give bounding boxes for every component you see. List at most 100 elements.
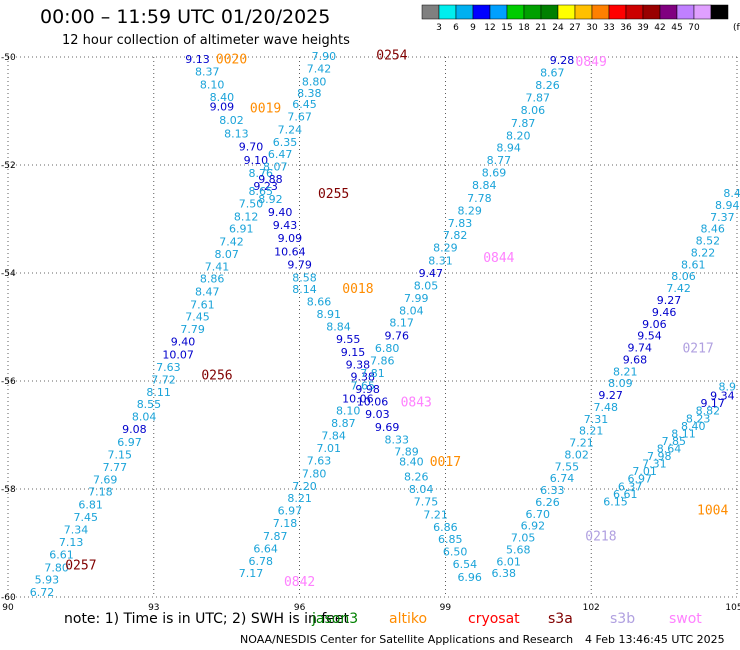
wave-height-label: 9.34 — [710, 390, 735, 403]
wave-height-label: 6.64 — [253, 542, 278, 555]
wave-height-label: 9.03 — [365, 408, 390, 421]
chart-grid — [7, 56, 738, 598]
wave-height-label: 7.84 — [321, 430, 346, 443]
pass-time-label: 0018 — [342, 282, 373, 297]
wave-height-label: 7.42 — [666, 282, 691, 295]
y-tick-label: -56 — [1, 377, 16, 387]
wave-height-label: 6.85 — [438, 533, 463, 546]
wave-height-label: 6.97 — [117, 436, 142, 449]
x-tick-label: 93 — [148, 603, 159, 613]
x-tick-label: 96 — [294, 603, 306, 613]
wave-height-label: 7.21 — [569, 437, 594, 450]
wave-height-label: 10.06 — [342, 392, 374, 405]
wave-height-label: 7.81 — [360, 367, 385, 380]
wave-height-label: 6.81 — [78, 499, 103, 512]
wave-height-label: 8.69 — [482, 167, 507, 180]
wave-height-label: 6.74 — [550, 472, 575, 485]
wave-height-label: 9.38 — [346, 358, 371, 371]
wave-height-label: 8.06 — [521, 104, 546, 117]
wave-height-label: 10.07 — [162, 349, 194, 362]
wave-height-label: 8.66 — [307, 296, 332, 309]
wave-height-label: 9.09 — [278, 232, 303, 245]
wave-height-label: 7.13 — [59, 536, 84, 549]
wave-height-label: 7.41 — [205, 261, 230, 274]
wave-height-label: 8.07 — [263, 161, 288, 174]
wave-height-label: 7.42 — [219, 236, 244, 249]
legend-tick: 45 — [671, 23, 682, 33]
satellite-s3a: s3a — [548, 611, 573, 627]
wave-height-label: 9.46 — [652, 306, 677, 319]
wave-height-label: 8.29 — [457, 204, 482, 217]
wave-height-label: 9.23 — [253, 180, 278, 193]
wave-height-label: 9.10 — [244, 154, 269, 167]
pass-time-label: 0255 — [318, 187, 349, 202]
pass-time-label: 0257 — [65, 559, 96, 574]
legend-tick: 42 — [654, 23, 665, 33]
wave-height-label: 7.34 — [64, 524, 89, 537]
wave-height-label: 9.47 — [419, 267, 444, 280]
y-tick-label: -54 — [1, 269, 16, 279]
wave-height-label: 10.06 — [357, 396, 389, 409]
wave-height-label: 8.94 — [715, 199, 740, 212]
wave-height-label: 8.55 — [137, 398, 162, 411]
wave-height-label: 6.61 — [613, 488, 638, 501]
legend-swatch — [625, 4, 644, 20]
pass-time-label: 0256 — [201, 369, 232, 384]
wave-height-label: 10.64 — [274, 245, 306, 258]
wave-height-label: 7.18 — [273, 517, 298, 530]
legend-tick: 9 — [470, 23, 476, 33]
wave-height-label: 7.89 — [394, 446, 419, 459]
wave-height-label: 8.52 — [696, 235, 721, 248]
wave-height-label: 7.24 — [278, 123, 303, 136]
wave-height-label: 8.05 — [414, 279, 439, 292]
wave-height-label: 6.33 — [540, 484, 565, 497]
pass-time-label: 0254 — [376, 48, 407, 63]
legend-swatch — [557, 4, 576, 20]
legend-tick: 3 — [436, 23, 442, 33]
legend-tick: 27 — [569, 23, 580, 33]
wave-height-points: 9.138.378.108.409.098.028.139.709.108.76… — [30, 50, 740, 599]
wave-height-label: 8.92 — [258, 193, 283, 206]
legend-swatch — [472, 4, 491, 20]
wave-height-label: 7.45 — [74, 511, 99, 524]
y-tick-label: -50 — [1, 53, 16, 63]
wave-height-label: 8.76 — [248, 167, 273, 180]
wave-height-label: 8.21 — [287, 492, 312, 505]
wave-height-label: 8.04 — [132, 411, 157, 424]
legend-tick: 6 — [453, 23, 459, 33]
legend-swatch — [506, 4, 525, 20]
legend-swatch — [608, 4, 627, 20]
wave-height-label: 7.99 — [404, 292, 429, 305]
legend-swatch — [489, 4, 508, 20]
pass-time-label: 0020 — [216, 53, 247, 68]
y-tick-label: -60 — [1, 593, 16, 603]
wave-height-label: 8.21 — [579, 425, 604, 438]
wave-height-label: 7.21 — [423, 508, 448, 521]
x-tick-label: 90 — [2, 603, 14, 613]
wave-height-label: 9.79 — [287, 258, 312, 271]
wave-height-label: 9.74 — [628, 342, 653, 355]
wave-height-label: 6.15 — [603, 495, 628, 508]
wave-height-label: 7.72 — [151, 373, 176, 386]
wave-height-label: 7.87 — [511, 117, 536, 130]
wave-height-label: 6.80 — [375, 342, 400, 355]
wave-height-label: 8.67 — [540, 67, 565, 80]
wave-height-label: 8.26 — [404, 471, 429, 484]
wave-height-label: 9.43 — [273, 219, 298, 232]
wave-height-label: 9.40 — [171, 336, 196, 349]
wave-height-label: 8.33 — [385, 433, 410, 446]
wave-height-label: 6.26 — [535, 496, 560, 509]
wave-height-label: 8.04 — [409, 483, 434, 496]
wave-height-label: 8.40 — [399, 455, 424, 468]
x-tick-label: 102 — [583, 603, 600, 613]
wave-height-label: 8.38 — [297, 87, 322, 100]
legend-tick: 30 — [586, 23, 598, 33]
wave-height-label: 8.61 — [681, 258, 706, 271]
wave-height-label: 8.4 — [723, 187, 740, 200]
wave-height-label: 9.98 — [355, 383, 380, 396]
wave-height-label: 7.05 — [511, 532, 536, 545]
wave-height-label: 9.15 — [341, 346, 366, 359]
satellite-jason3: jason3 — [312, 611, 359, 627]
wave-height-label: 9.54 — [637, 330, 662, 343]
